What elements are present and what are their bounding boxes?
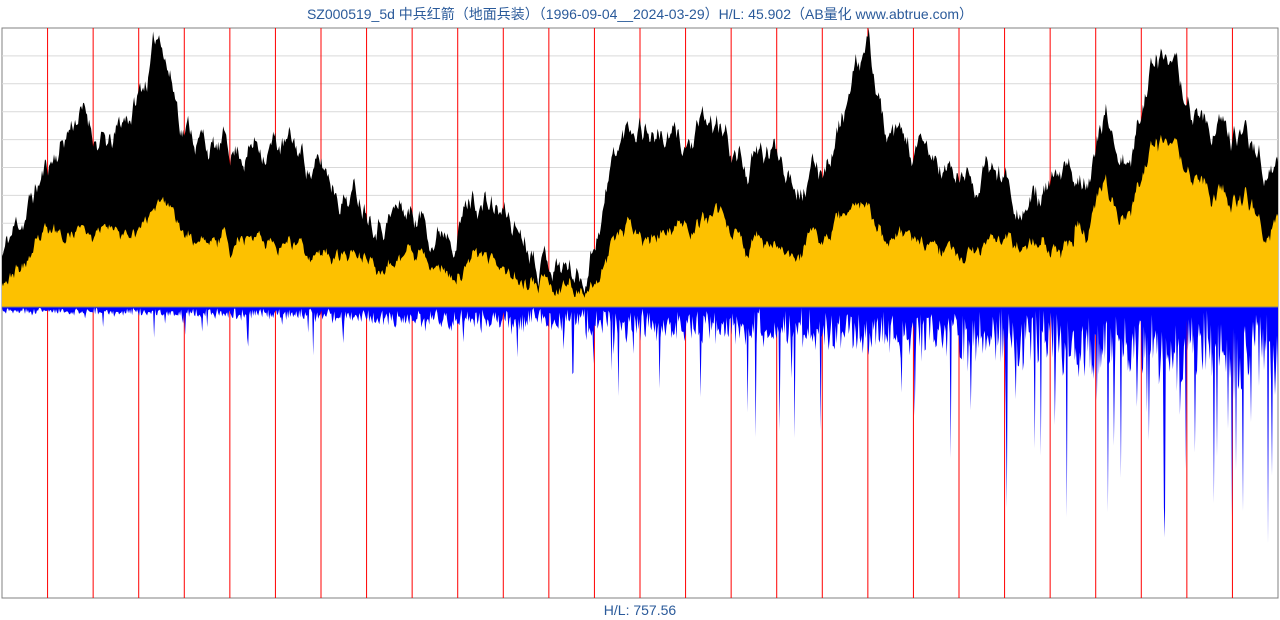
chart-svg — [0, 0, 1280, 620]
chart-footer: H/L: 757.56 — [0, 602, 1280, 618]
chart-container: SZ000519_5d 中兵红箭（地面兵装）（1996-09-04__2024-… — [0, 0, 1280, 620]
